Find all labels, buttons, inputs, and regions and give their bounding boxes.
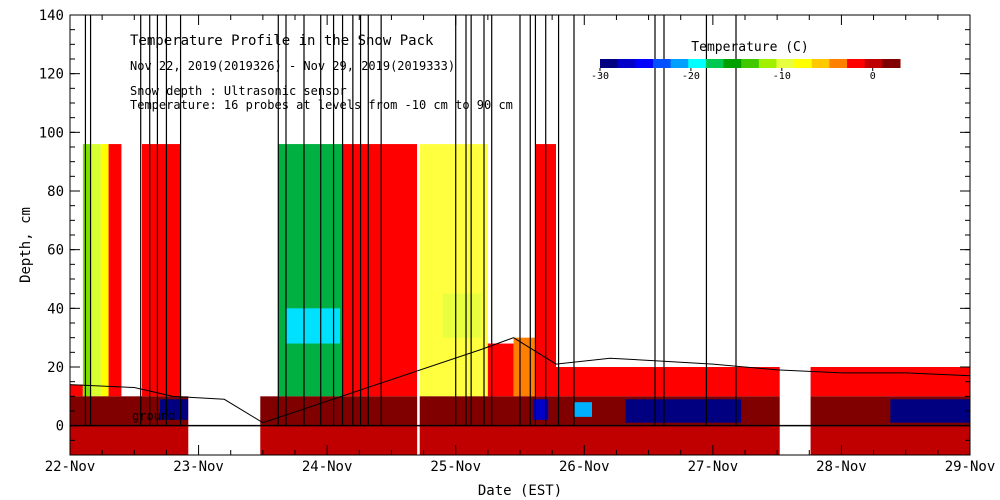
y-axis-label: Depth, cm [18, 207, 34, 283]
y-tick-label: 0 [56, 419, 64, 435]
chart-title: Temperature Profile in the Snow Pack [130, 33, 434, 49]
temperature-cell [556, 367, 970, 397]
colorbar-cell [811, 59, 830, 68]
colorbar-cell [829, 59, 848, 68]
y-axis: 0 20 40 60 80 100 120 140 [39, 8, 970, 456]
data-gap [779, 15, 811, 455]
temperature-cell [442, 293, 482, 338]
colorbar-cell [741, 59, 760, 68]
temperature-cell [70, 384, 83, 397]
colorbar: Temperature (C) -30 -20 -10 0 [591, 40, 901, 82]
colorbar-cell [705, 59, 725, 68]
x-tick-label: 26-Nov [559, 459, 610, 475]
temperature-cell [90, 144, 101, 397]
colorbar-tick-label: -30 [591, 71, 609, 82]
y-tick-label: 80 [47, 184, 64, 200]
temperature-cell [532, 399, 549, 420]
chart-subtitle: Nov 22, 2019(2019326) - Nov 29, 2019(201… [130, 59, 455, 73]
data-gap [188, 15, 261, 455]
temperature-cell [278, 144, 343, 397]
temperature-cell [82, 144, 91, 397]
note-temperature: Temperature: 16 probes at levels from -1… [130, 98, 513, 112]
colorbar-tick-label: -10 [773, 71, 791, 82]
temperature-cell [100, 144, 109, 397]
colorbar-tick-label: 0 [870, 71, 876, 82]
x-tick-label: 25-Nov [430, 459, 481, 475]
x-tick-label: 28-Nov [816, 459, 867, 475]
y-tick-label: 20 [47, 360, 64, 376]
colorbar-cell [600, 59, 619, 68]
colorbar-cell [794, 59, 813, 68]
y-tick-label: 120 [39, 67, 64, 83]
y-tick-label: 140 [39, 8, 64, 24]
temperature-cell [142, 144, 181, 397]
temperature-cell [108, 144, 122, 397]
colorbar-cell [882, 59, 901, 68]
colorbar-tick-label: -20 [682, 71, 700, 82]
temperature-cell [890, 399, 970, 423]
y-tick-label: 100 [39, 125, 64, 141]
colorbar-cells [600, 59, 901, 68]
x-tick-label: 24-Nov [302, 459, 353, 475]
colorbar-cell [688, 59, 707, 68]
x-tick-label: 27-Nov [688, 459, 739, 475]
x-axis: 22-Nov 23-Nov 24-Nov 25-Nov 26-Nov 27-Nov 28-N… [45, 15, 996, 475]
temperature-cell [417, 144, 488, 397]
colorbar-cell [847, 59, 866, 68]
colorbar-cell [723, 59, 742, 68]
snow-depth-spikes [84, 15, 737, 426]
colorbar-cell [670, 59, 689, 68]
x-tick-label: 22-Nov [45, 459, 96, 475]
colorbar-cell [776, 59, 795, 68]
colorbar-cell [635, 59, 654, 68]
colorbar-cell [758, 59, 777, 68]
x-tick-label: 23-Nov [173, 459, 224, 475]
data-gap-layer [188, 15, 811, 455]
data-gap [417, 15, 420, 455]
y-tick-label: 40 [47, 301, 64, 317]
temperature-cell [160, 399, 189, 420]
snow-depth-line [69, 337, 971, 424]
temperature-cell [625, 399, 742, 423]
temperature-cell [342, 144, 418, 397]
x-axis-label: Date (EST) [478, 483, 562, 499]
temperature-cell [574, 402, 592, 417]
colorbar-ticks: -30 -20 -10 0 [591, 68, 876, 82]
colorbar-cell [617, 59, 636, 68]
y-tick-label: 60 [47, 243, 64, 259]
colorbar-cell [864, 59, 883, 68]
colorbar-label: Temperature (C) [691, 40, 808, 55]
temperature-cell [513, 337, 536, 397]
x-tick-label: 29-Nov [945, 459, 996, 475]
temperature-cell [286, 308, 340, 344]
colorbar-cell [652, 59, 672, 68]
note-snow-depth: Snow depth : Ultrasonic sensor [130, 84, 347, 98]
ground-label: ground [132, 409, 175, 423]
